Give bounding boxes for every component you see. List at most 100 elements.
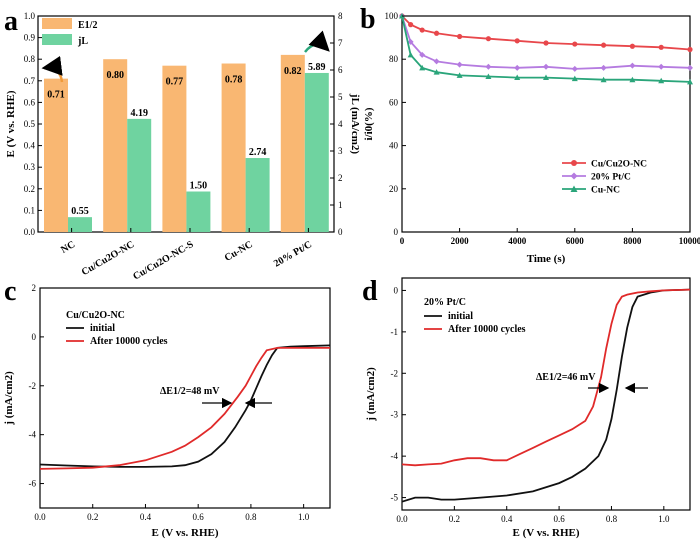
- point-b-2-4: [456, 72, 463, 78]
- panel-b-legend: Cu/Cu2O-NC 20% Pt/C Cu-NC: [562, 160, 647, 196]
- panel-d-xlabel: E (V vs. RHE): [512, 527, 579, 539]
- y-tick-label-d-1: -1: [391, 327, 399, 337]
- y-tick-label-a-1: 0.1: [24, 205, 35, 215]
- series-line-c-0: [39, 344, 331, 468]
- y-tick-label-c-4: -6: [29, 479, 37, 489]
- panel-a-legend: E1/2 jL: [42, 18, 97, 47]
- x-tick-label-d-4: 0.8: [606, 514, 618, 524]
- point-b-0-5: [485, 36, 491, 42]
- panel-b-ylabel: i/i0(%): [363, 107, 375, 140]
- x-tick-label-b-5: 10000: [679, 236, 700, 246]
- y-tick-label-d-2: -2: [391, 368, 399, 378]
- y-tick-label-c-2: -2: [29, 381, 37, 391]
- y2-tick-label-a-1: 1: [338, 200, 343, 210]
- panel-d-frame: [401, 277, 691, 511]
- series-line-b-2: [401, 15, 691, 83]
- x-tick-label-c-0: 0.0: [34, 512, 46, 522]
- x-tick-label-c-1: 0.2: [87, 512, 98, 522]
- y-tick-label-b-4: 80: [389, 54, 399, 64]
- panel-a-y2label: jL (mA/cm2): [349, 93, 361, 155]
- bar-jl-1: [127, 118, 152, 232]
- point-b-1-1: [407, 38, 414, 45]
- y-tick-label-b-1: 20: [389, 184, 399, 194]
- y-tick-label-a-6: 0.6: [24, 97, 36, 107]
- point-b-0-11: [658, 44, 664, 50]
- point-b-1-12: [687, 64, 693, 71]
- panel-b-line-chart: 0 20 40 60 80 100 0 2000 4000 6000 8000 10000 Time…: [363, 11, 700, 265]
- point-b-1-6: [514, 64, 521, 71]
- y-tick-label-a-2: 0.2: [24, 184, 35, 194]
- x-tick-label-a-4: 20% Pt/C: [272, 239, 314, 270]
- y2-tick-label-a-8: 8: [338, 11, 343, 21]
- bar-label-jl-0: 0.55: [71, 206, 89, 217]
- legend-label-e12: E1/2: [78, 20, 97, 31]
- point-b-1-10: [629, 62, 636, 69]
- x-tick-label-c-2: 0.4: [140, 512, 152, 522]
- point-b-0-8: [572, 41, 578, 47]
- x-tick-label-b-3: 6000: [566, 236, 585, 246]
- point-b-0-6: [514, 38, 520, 44]
- y-tick-label-d-3: -3: [391, 410, 399, 420]
- point-b-0-9: [601, 42, 607, 48]
- legend-marker-b-2: [570, 185, 578, 192]
- y-tick-label-c-3: -4: [29, 430, 37, 440]
- left-axis-curved-arrow: [41, 55, 64, 83]
- y2-tick-label-a-3: 3: [338, 146, 343, 156]
- x-tick-label-a-3: Cu-NC: [223, 239, 255, 264]
- panel-c-ylabel: j (mA/cm2): [3, 371, 15, 426]
- x-tick-label-d-2: 0.4: [501, 514, 513, 524]
- x-tick-label-a-1: Cu/Cu2O-NC: [80, 239, 137, 278]
- panel-letter-b: b: [360, 4, 376, 35]
- y-tick-label-a-10: 1.0: [24, 11, 36, 21]
- panel-a-ylabel: E (V vs. RHE): [5, 90, 17, 157]
- point-b-0-1: [408, 22, 414, 28]
- y-tick-label-d-5: -5: [391, 493, 399, 503]
- bar-e12-1: [103, 59, 128, 233]
- panel-b-frame: [401, 15, 691, 233]
- x-tick-label-a-2: Cu/Cu2O-NC-S: [131, 239, 196, 283]
- y-tick-label-b-0: 0: [394, 227, 399, 237]
- point-b-1-4: [456, 61, 463, 68]
- y2-tick-label-a-7: 7: [338, 38, 343, 48]
- point-b-0-7: [543, 40, 549, 46]
- bar-jl-4: [304, 72, 329, 232]
- bar-e12-3: [221, 63, 246, 232]
- x-tick-label-d-0: 0.0: [396, 514, 408, 524]
- panel-d-annotation: ΔE1/2=46 mV: [536, 372, 596, 383]
- point-b-1-7: [543, 63, 549, 70]
- y-tick-label-a-8: 0.8: [24, 54, 36, 64]
- point-b-1-3: [433, 58, 440, 65]
- panel-d-sample-label: 20% Pt/C: [424, 297, 466, 308]
- legend-marker-b-1: [570, 172, 578, 180]
- x-tick-label-d-5: 1.0: [658, 514, 670, 524]
- panel-c-sample-label: Cu/Cu2O-NC: [66, 310, 125, 321]
- x-tick-label-c-3: 0.6: [193, 512, 205, 522]
- point-b-0-2: [419, 27, 425, 33]
- point-b-0-3: [433, 30, 440, 36]
- point-b-2-3: [433, 69, 440, 75]
- bar-label-jl-2: 1.50: [190, 181, 208, 192]
- point-b-1-8: [571, 65, 578, 72]
- y-tick-label-a-7: 0.7: [24, 76, 36, 86]
- panel-letter-a: a: [4, 6, 18, 37]
- y-tick-label-a-9: 0.9: [24, 33, 36, 43]
- x-tick-label-a-0: NC: [59, 239, 77, 256]
- point-b-2-5: [485, 73, 492, 79]
- x-tick-label-b-2: 4000: [508, 236, 527, 246]
- panel-d-lsv-chart: 0 -1 -2 -3 -4 -5 0.0 0.2 0.4 0.6 0.8 1.0 E (V vs. …: [365, 277, 691, 539]
- point-b-2-8: [571, 75, 578, 82]
- point-b-0-10: [629, 43, 636, 49]
- y-tick-label-b-2: 40: [389, 141, 399, 151]
- panel-c-lsv-chart: 2 0 -2 -4 -6 0.0 0.2 0.4 0.6 0.8 1.0 E (V vs. RHE…: [3, 283, 331, 539]
- point-b-1-11: [658, 63, 665, 70]
- bar-label-e12-0: 0.71: [47, 90, 65, 101]
- y2-tick-label-a-2: 2: [338, 173, 343, 183]
- panel-c-xlabel: E (V vs. RHE): [151, 527, 218, 539]
- panel-c-frame: [39, 287, 331, 509]
- y-tick-label-b-3: 60: [389, 97, 399, 107]
- y2-tick-label-a-0: 0: [338, 227, 343, 237]
- panel-letter-c: c: [4, 276, 16, 307]
- bar-jl-3: [245, 158, 270, 232]
- series-line-c-1: [39, 347, 330, 470]
- panel-c-annotation: ΔE1/2=48 mV: [160, 386, 220, 397]
